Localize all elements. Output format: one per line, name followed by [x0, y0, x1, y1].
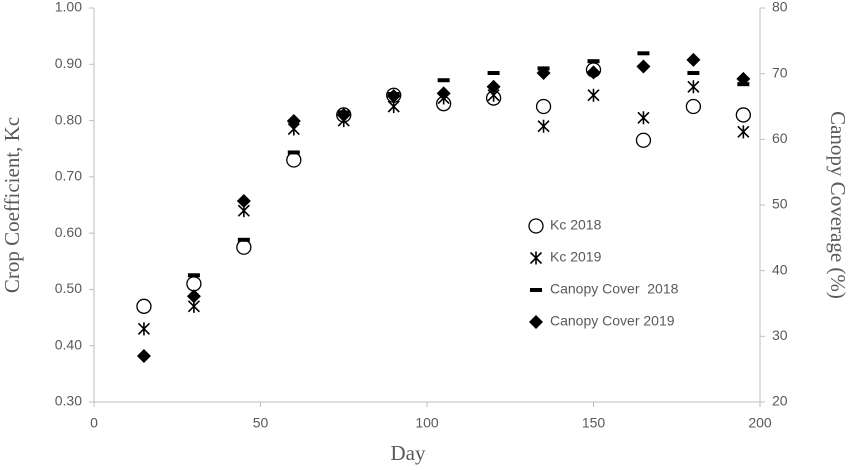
data-point — [735, 107, 751, 123]
x-tick-label: 0 — [90, 415, 98, 431]
legend-label: Canopy Cover 2018 — [550, 281, 679, 297]
data-point — [436, 86, 451, 101]
x-tick-label: 200 — [748, 415, 772, 431]
data-point — [535, 98, 552, 115]
y-tick-label: 1.00 — [55, 0, 82, 15]
legend-marker — [528, 218, 544, 234]
data-point — [637, 51, 650, 56]
y-tick-label: 0.30 — [55, 393, 82, 409]
data-point — [486, 79, 501, 94]
y2-tick-label: 70 — [772, 64, 788, 80]
y-tick-label: 0.90 — [55, 55, 82, 71]
data-point — [736, 71, 751, 86]
data-point — [737, 125, 750, 139]
data-point — [685, 98, 702, 115]
y2-tick-label: 60 — [772, 130, 788, 146]
legend-label: Canopy Cover 2019 — [550, 313, 675, 329]
x-tick-label: 150 — [582, 415, 606, 431]
data-point — [136, 298, 152, 314]
y-tick-label: 0.40 — [55, 336, 82, 352]
y-tick-label: 0.80 — [55, 111, 82, 127]
data-point — [336, 108, 351, 123]
y-axis-title: Crop Coefficient, Kc — [0, 117, 24, 293]
y2-tick-label: 80 — [772, 0, 788, 15]
legend-marker — [530, 288, 542, 292]
y2-tick-label: 30 — [772, 327, 788, 343]
y-tick-label: 0.50 — [55, 280, 82, 296]
y2-axis-title: Canopy Coverage (%) — [826, 111, 850, 299]
data-point — [687, 71, 700, 76]
data-point — [536, 66, 551, 81]
legend-label: Kc 2018 — [550, 217, 602, 233]
data-point — [386, 88, 401, 103]
legend-label: Kc 2019 — [550, 249, 602, 265]
data-point — [687, 80, 700, 94]
data-point — [237, 237, 250, 242]
y2-tick-label: 50 — [772, 196, 788, 212]
x-axis-title: Day — [391, 441, 426, 465]
y2-tick-label: 40 — [772, 261, 788, 277]
x-tick-label: 50 — [253, 415, 269, 431]
data-point — [186, 276, 202, 292]
data-point — [137, 322, 151, 336]
data-point — [636, 59, 651, 74]
y2-tick-label: 20 — [772, 393, 788, 409]
data-point — [286, 152, 302, 168]
y-tick-label: 0.60 — [55, 224, 82, 240]
legend-marker — [529, 251, 543, 265]
legend-marker — [529, 315, 543, 329]
data-point — [487, 71, 500, 76]
y-tick-label: 0.70 — [55, 168, 82, 184]
data-point — [236, 194, 251, 209]
data-point — [587, 88, 600, 102]
data-point — [187, 273, 200, 278]
x-tick-label: 100 — [415, 415, 439, 431]
data-point — [537, 119, 550, 133]
data-point — [437, 78, 450, 83]
data-point — [236, 239, 252, 255]
data-point — [186, 289, 201, 304]
data-point — [686, 52, 701, 67]
data-point — [287, 150, 300, 155]
data-point — [136, 349, 151, 364]
data-point — [637, 111, 650, 125]
data-point — [635, 132, 652, 148]
data-point — [586, 65, 601, 80]
data-point — [286, 113, 301, 128]
data-point — [587, 59, 600, 64]
